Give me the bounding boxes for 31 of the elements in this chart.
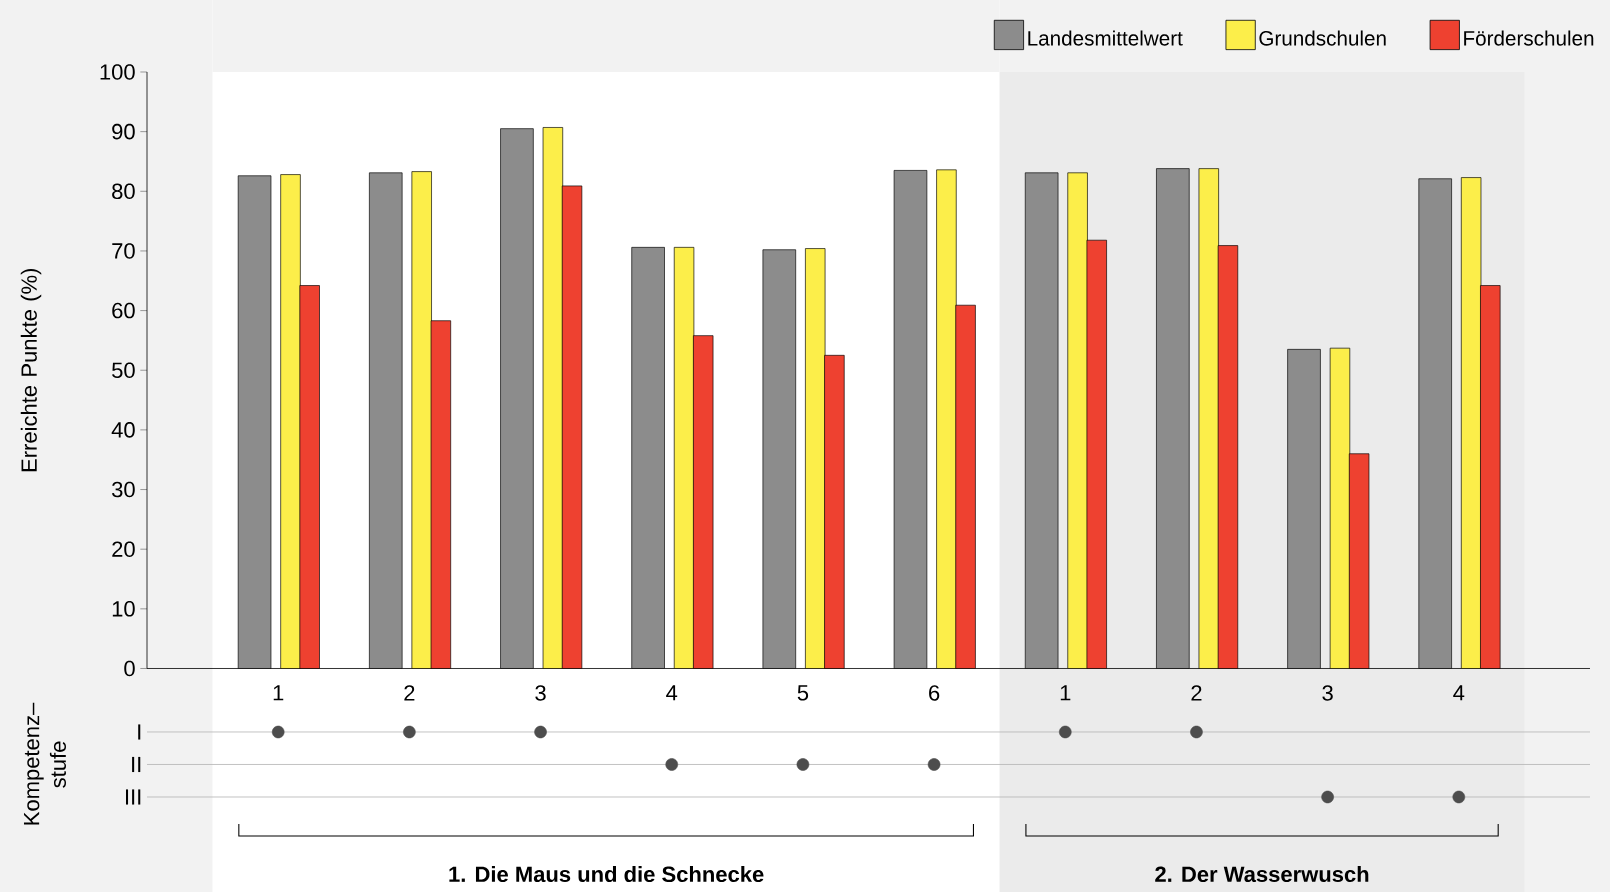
y-tick-label: 20 — [112, 541, 135, 557]
y-axis-title: Kompetenz–stufe — [23, 702, 66, 825]
text: 2. Der Wasserwusch — [1155, 865, 1369, 883]
x-tick-label: 4 — [666, 685, 678, 701]
x-tick-label: 1 — [273, 685, 284, 701]
legend-label: Förderschulen — [1464, 30, 1594, 46]
x-tick-label: 3 — [535, 685, 546, 701]
y-tick-label: 80 — [112, 183, 135, 200]
x-tick-label: 4 — [1453, 685, 1465, 701]
x-tick-label: 2 — [1191, 685, 1202, 701]
y-tick-label: 10 — [112, 601, 135, 617]
legend-label: Grundschulen — [1259, 30, 1386, 46]
x-tick-label: 1 — [1060, 685, 1071, 701]
y-tick-label: 60 — [112, 302, 135, 319]
y-tick-label: 100 — [100, 64, 135, 80]
ref-line-label: I — [138, 724, 141, 740]
x-tick-label: 6 — [929, 685, 940, 701]
y-tick-label: 0 — [124, 660, 135, 677]
y-tick-label: 40 — [111, 422, 135, 438]
ref-line-label: II — [132, 756, 141, 773]
text: III — [125, 789, 141, 805]
x-tick-label: 3 — [1322, 685, 1333, 701]
y-tick-label: 90 — [112, 123, 135, 140]
y-tick-label: 50 — [112, 362, 135, 379]
y-axis-title: Erreichte Punkte (%) — [20, 268, 42, 472]
y-tick-label: 30 — [112, 481, 135, 498]
text: 1. Die Maus und die Schnecke — [449, 865, 764, 883]
y-tick-label: 70 — [112, 243, 135, 259]
legend-label: Landesmittelwert — [1028, 30, 1183, 46]
x-tick-label: 5 — [797, 685, 809, 701]
x-tick-label: 2 — [404, 685, 415, 701]
